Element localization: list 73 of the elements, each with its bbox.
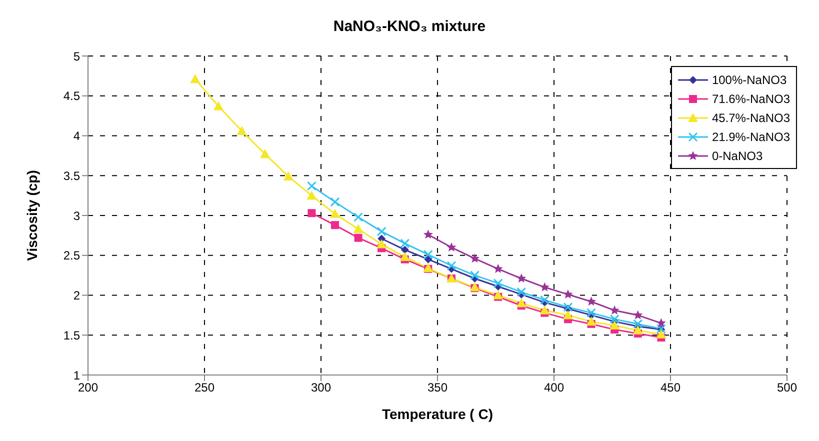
point xyxy=(423,230,433,239)
point xyxy=(586,308,596,318)
x-tick-label: 500 xyxy=(776,380,798,395)
point xyxy=(516,298,526,308)
point xyxy=(354,212,364,222)
y-axis-title: Viscosity (cp) xyxy=(24,170,40,261)
point xyxy=(446,242,456,252)
point xyxy=(563,302,573,312)
point xyxy=(540,282,550,292)
point xyxy=(330,221,339,230)
point xyxy=(562,310,573,320)
point xyxy=(610,320,620,330)
point xyxy=(586,296,596,306)
point xyxy=(470,254,480,263)
point xyxy=(516,287,526,297)
point xyxy=(563,289,573,298)
point xyxy=(633,310,643,320)
point xyxy=(353,224,364,234)
legend-label: 45.7%-NaNO3 xyxy=(712,110,790,124)
x-axis-title: Temperature ( C) xyxy=(382,406,493,422)
legend-label: 71.6%-NaNO3 xyxy=(712,92,790,106)
point xyxy=(610,314,620,324)
point xyxy=(330,197,340,207)
point xyxy=(400,238,410,248)
point xyxy=(306,181,316,191)
point xyxy=(330,208,340,218)
chart-title: NaNO₃-KNO₃ mixture xyxy=(333,18,486,35)
y-tick-label: 3 xyxy=(73,208,80,223)
x-tick-label: 200 xyxy=(78,380,98,395)
x-tick-label: 350 xyxy=(427,380,448,395)
point xyxy=(400,252,410,261)
y-tick-label: 2 xyxy=(73,288,80,303)
point xyxy=(516,274,526,283)
point xyxy=(610,305,620,314)
point xyxy=(213,101,224,110)
x-tick-label: 250 xyxy=(194,380,215,395)
y-tick-label: 4 xyxy=(73,129,80,144)
point xyxy=(633,319,643,329)
y-tick-label: 1.5 xyxy=(63,328,80,342)
point xyxy=(424,255,432,264)
legend-label: 21.9%-NaNO3 xyxy=(712,130,790,144)
y-tick-label: 3.5 xyxy=(63,168,80,183)
point xyxy=(540,305,550,314)
point xyxy=(656,329,666,338)
point xyxy=(376,239,387,248)
legend-label: 0-NaNO3 xyxy=(712,148,763,162)
point xyxy=(656,318,666,328)
y-tick-label: 2.5 xyxy=(63,248,80,263)
point xyxy=(493,264,503,273)
point xyxy=(354,234,362,242)
point xyxy=(190,74,200,84)
point xyxy=(306,190,317,200)
point xyxy=(308,209,316,218)
x-tick-label: 300 xyxy=(310,380,332,395)
point xyxy=(632,325,643,334)
y-tick-label: 5 xyxy=(73,49,80,64)
x-tick-label: 400 xyxy=(544,380,564,395)
y-tick-label: 4.5 xyxy=(63,89,80,104)
point xyxy=(493,278,503,288)
point xyxy=(283,171,294,180)
point xyxy=(493,290,504,300)
point xyxy=(470,270,480,280)
point xyxy=(423,250,433,260)
legend-label: 100%-NaNO3 xyxy=(712,72,787,86)
y-tick-label: 1 xyxy=(73,368,80,382)
point xyxy=(376,226,386,236)
point xyxy=(540,295,550,305)
point xyxy=(236,126,247,135)
point xyxy=(586,316,596,326)
point xyxy=(446,260,456,270)
point xyxy=(260,149,270,158)
x-tick-label: 450 xyxy=(660,380,681,395)
point xyxy=(400,246,409,254)
